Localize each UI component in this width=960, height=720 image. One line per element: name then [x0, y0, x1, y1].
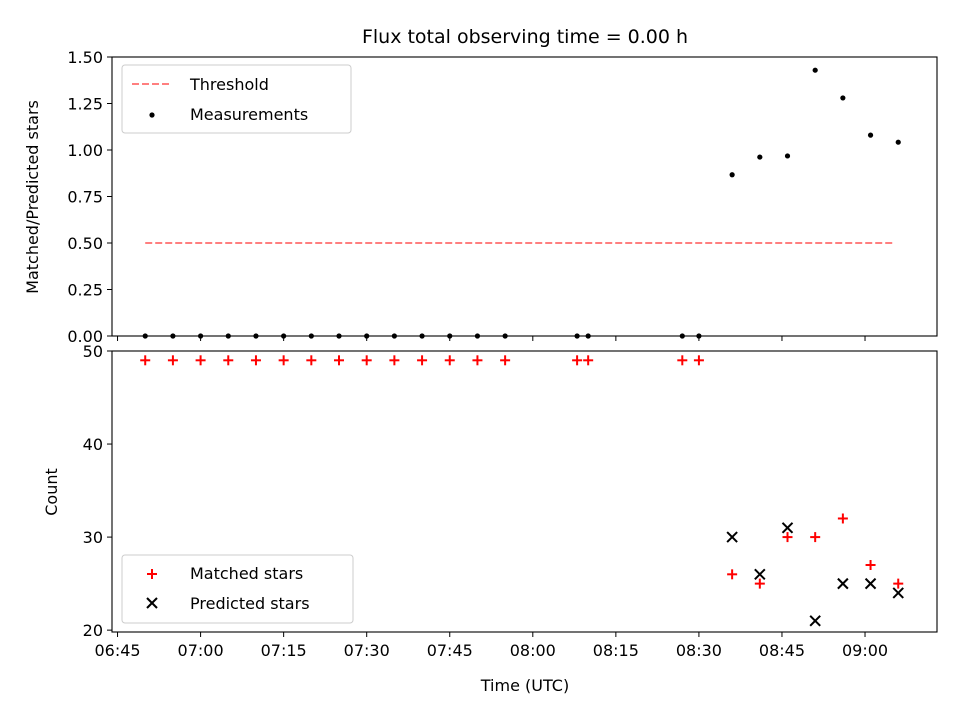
bottom-x-tick-label: 08:45	[759, 641, 805, 660]
legend-predicted-label: Predicted stars	[190, 594, 310, 613]
measurement-point	[867, 132, 874, 138]
matched-star-marker	[810, 532, 821, 543]
matched-star-marker	[417, 355, 428, 366]
top-y-tick-label: 1.25	[67, 95, 103, 114]
matched-star-marker	[727, 569, 738, 580]
legend-predicted-swatch	[146, 597, 158, 609]
matched-star-marker	[444, 355, 455, 366]
matched-star-marker	[677, 355, 688, 366]
matched-star-marker	[334, 355, 345, 366]
matched-star-marker	[583, 355, 594, 366]
matched-star-marker	[361, 355, 372, 366]
matched-star-marker	[865, 560, 876, 571]
bottom-x-tick-label: 08:15	[593, 641, 639, 660]
predicted-star-marker	[892, 587, 904, 599]
top-legend-box	[121, 64, 352, 134]
matched-star-marker	[223, 355, 234, 366]
measurement-point	[840, 95, 846, 101]
measurement-point	[895, 139, 901, 145]
bottom-x-tick-label: 07:15	[261, 641, 307, 660]
bottom-x-axis-label: Time (UTC)	[480, 676, 569, 695]
bottom-panel: 20 30 40 50 06:45 07:00 07:15 07:30 07:45 08:00 08…	[42, 342, 938, 695]
matched-star-marker	[893, 578, 904, 589]
matched-star-marker	[389, 355, 400, 366]
chart-title: Flux total observing time = 0.00 h	[362, 26, 688, 48]
top-legend: Threshold Measurements	[121, 64, 352, 134]
top-y-tick-label: 0.75	[67, 188, 103, 207]
predicted-star-marker	[864, 577, 877, 590]
predicted-star-marker	[726, 531, 738, 543]
bottom-y-tick-label: 50	[83, 342, 103, 361]
measurement-point	[784, 153, 791, 159]
matched-star-marker	[278, 355, 289, 366]
top-axis-ticks: 0.00 0.25 0.50 0.75 1.00 1.25 1.50	[67, 48, 866, 346]
legend-matched-swatch	[147, 569, 157, 579]
matched-star-marker	[837, 513, 848, 524]
matched-star-marker	[572, 355, 583, 366]
matched-star-marker	[754, 578, 765, 589]
bottom-y-tick-label: 40	[83, 435, 103, 454]
bottom-plot-marks	[140, 355, 904, 627]
top-y-tick-label: 0.00	[67, 327, 103, 346]
matched-star-marker	[500, 355, 511, 366]
bottom-axis-ticks: 20 30 40 50 06:45 07:00 07:15 07:30 07:45 08:00 08…	[83, 342, 888, 660]
matched-star-marker	[782, 532, 793, 543]
legend-threshold-label: Threshold	[189, 75, 269, 94]
top-plot-marks	[142, 67, 901, 339]
matched-star-marker	[250, 355, 261, 366]
bottom-x-tick-label: 09:00	[842, 641, 888, 660]
bottom-x-tick-label: 06:45	[94, 641, 140, 660]
top-y-tick-label: 1.50	[67, 48, 103, 67]
bottom-x-tick-label: 08:30	[676, 641, 722, 660]
measurement-point	[757, 154, 763, 160]
matched-star-marker	[195, 355, 206, 366]
matched-star-marker	[693, 355, 704, 366]
predicted-star-marker	[809, 615, 821, 627]
bottom-x-tick-label: 07:00	[178, 641, 224, 660]
bottom-x-tick-label: 07:30	[344, 641, 390, 660]
bottom-x-tick-label: 07:45	[427, 641, 473, 660]
measurement-point	[812, 67, 818, 73]
predicted-star-marker	[781, 522, 794, 534]
bottom-y-tick-label: 30	[83, 528, 103, 547]
top-y-axis-label: Matched/Predicted stars	[23, 100, 42, 294]
top-panel: 0.00 0.25 0.50 0.75 1.00 1.25 1.50 Matched/Pre…	[23, 48, 938, 346]
bottom-x-tick-label: 08:00	[510, 641, 556, 660]
matched-star-marker	[140, 355, 151, 366]
legend-matched-label: Matched stars	[190, 564, 303, 583]
predicted-star-marker	[754, 568, 766, 581]
matched-star-marker	[472, 355, 483, 366]
bottom-y-axis-label: Count	[42, 468, 61, 516]
legend-measurements-label: Measurements	[190, 105, 308, 124]
top-y-tick-label: 1.00	[67, 141, 103, 160]
bottom-legend: Matched stars Predicted stars	[121, 554, 354, 624]
top-plot-frame	[111, 56, 938, 337]
matched-star-marker	[306, 355, 317, 366]
top-y-tick-label: 0.25	[67, 281, 103, 300]
bottom-legend-box	[121, 554, 354, 624]
bottom-y-tick-label: 20	[83, 621, 103, 640]
legend-measurements-swatch	[149, 112, 155, 118]
top-y-tick-label: 0.50	[67, 234, 103, 253]
matched-star-marker	[167, 355, 178, 366]
predicted-star-marker	[837, 577, 849, 590]
measurement-point	[729, 172, 735, 178]
bottom-plot-frame	[111, 350, 938, 633]
